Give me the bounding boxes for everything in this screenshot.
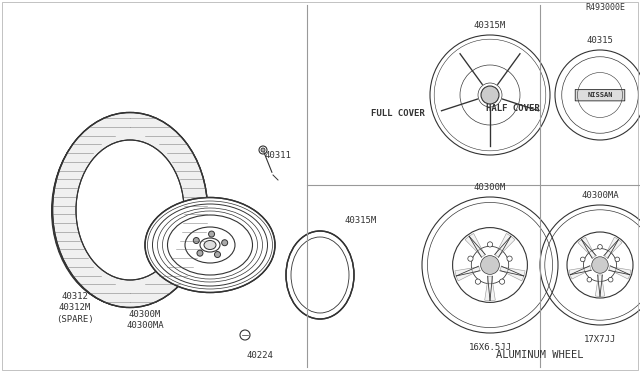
Circle shape — [592, 257, 608, 273]
Text: 40315M: 40315M — [474, 20, 506, 29]
Ellipse shape — [52, 112, 207, 308]
Polygon shape — [578, 237, 595, 258]
Text: NISSAN: NISSAN — [588, 92, 612, 98]
Polygon shape — [569, 267, 591, 279]
Circle shape — [580, 257, 585, 262]
Text: 40224: 40224 — [246, 350, 273, 359]
Circle shape — [481, 256, 499, 275]
Circle shape — [488, 242, 493, 247]
Text: 40300M
40300MA: 40300M 40300MA — [126, 310, 164, 330]
Text: R493000E: R493000E — [585, 3, 625, 12]
Polygon shape — [605, 237, 622, 258]
Circle shape — [221, 240, 228, 246]
Circle shape — [468, 256, 473, 261]
Ellipse shape — [145, 198, 275, 292]
Circle shape — [598, 244, 602, 249]
Polygon shape — [500, 267, 525, 281]
Circle shape — [609, 278, 613, 282]
Ellipse shape — [204, 241, 216, 250]
Circle shape — [587, 278, 591, 282]
Ellipse shape — [286, 231, 354, 319]
Circle shape — [481, 86, 499, 104]
Circle shape — [507, 256, 512, 261]
Text: ALUMINUM WHEEL: ALUMINUM WHEEL — [496, 350, 584, 360]
Circle shape — [214, 251, 221, 257]
Text: 40315: 40315 — [587, 35, 613, 45]
Text: 40300MA: 40300MA — [581, 190, 619, 199]
Circle shape — [197, 250, 203, 256]
Polygon shape — [465, 234, 485, 257]
Polygon shape — [484, 276, 495, 301]
Text: 40311: 40311 — [265, 151, 292, 160]
Circle shape — [193, 238, 199, 244]
Polygon shape — [595, 275, 605, 296]
Polygon shape — [495, 234, 515, 257]
Text: FULL COVER: FULL COVER — [371, 109, 425, 118]
Text: 40300M: 40300M — [474, 183, 506, 192]
Circle shape — [476, 279, 481, 284]
Text: 40312
40312M
(SPARE): 40312 40312M (SPARE) — [56, 292, 94, 324]
Ellipse shape — [76, 140, 184, 280]
Circle shape — [615, 257, 620, 262]
Text: HALF COVER: HALF COVER — [486, 104, 540, 113]
FancyBboxPatch shape — [575, 90, 625, 101]
Polygon shape — [609, 267, 631, 279]
Circle shape — [209, 231, 214, 237]
Text: 40315M: 40315M — [345, 215, 377, 224]
Polygon shape — [455, 267, 480, 281]
Text: 17X7JJ: 17X7JJ — [584, 334, 616, 343]
Text: 16X6.5JJ: 16X6.5JJ — [468, 343, 511, 352]
Circle shape — [261, 148, 265, 152]
Circle shape — [499, 279, 505, 284]
